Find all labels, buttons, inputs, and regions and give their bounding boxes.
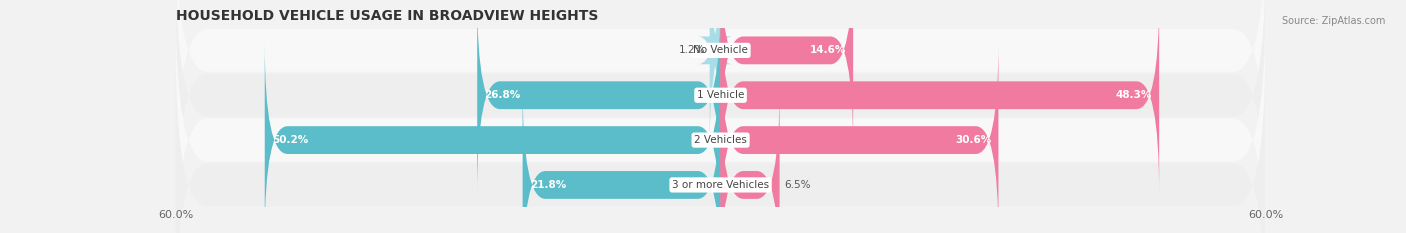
Text: 30.6%: 30.6% xyxy=(955,135,991,145)
FancyBboxPatch shape xyxy=(176,0,1265,186)
FancyBboxPatch shape xyxy=(477,0,721,193)
Text: 2 Vehicles: 2 Vehicles xyxy=(695,135,747,145)
FancyBboxPatch shape xyxy=(697,0,733,149)
FancyBboxPatch shape xyxy=(721,42,998,233)
Text: 14.6%: 14.6% xyxy=(810,45,846,55)
Text: No Vehicle: No Vehicle xyxy=(693,45,748,55)
Text: 1 Vehicle: 1 Vehicle xyxy=(697,90,744,100)
Text: 1.2%: 1.2% xyxy=(679,45,706,55)
FancyBboxPatch shape xyxy=(721,87,779,233)
FancyBboxPatch shape xyxy=(176,0,1265,231)
FancyBboxPatch shape xyxy=(721,0,853,149)
Text: 26.8%: 26.8% xyxy=(485,90,520,100)
Text: 21.8%: 21.8% xyxy=(530,180,567,190)
FancyBboxPatch shape xyxy=(264,42,721,233)
FancyBboxPatch shape xyxy=(523,87,721,233)
Text: 50.2%: 50.2% xyxy=(271,135,308,145)
FancyBboxPatch shape xyxy=(176,4,1265,233)
FancyBboxPatch shape xyxy=(176,49,1265,233)
FancyBboxPatch shape xyxy=(721,0,1159,193)
Text: 6.5%: 6.5% xyxy=(785,180,811,190)
Text: Source: ZipAtlas.com: Source: ZipAtlas.com xyxy=(1281,16,1385,26)
Text: 48.3%: 48.3% xyxy=(1115,90,1152,100)
Text: HOUSEHOLD VEHICLE USAGE IN BROADVIEW HEIGHTS: HOUSEHOLD VEHICLE USAGE IN BROADVIEW HEI… xyxy=(176,9,598,23)
Text: 3 or more Vehicles: 3 or more Vehicles xyxy=(672,180,769,190)
